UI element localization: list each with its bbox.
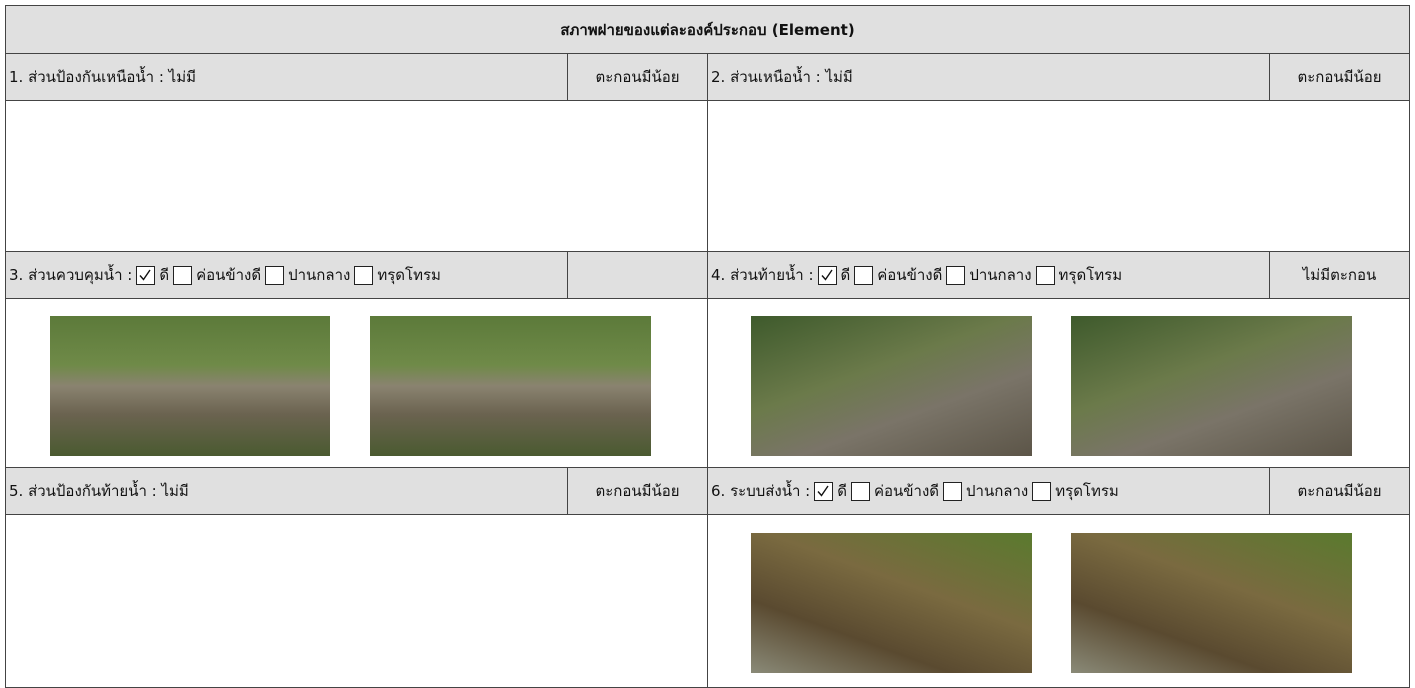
content-cell (5, 514, 708, 688)
status-cell: ตะกอนมีน้อย (1269, 467, 1410, 515)
checkbox (173, 265, 193, 285)
option-label: ปานกลาง (969, 266, 1032, 284)
photo (50, 316, 330, 456)
checkbox (136, 265, 156, 285)
section-header: 6. ระบบส่งน้ำ : ดี ค่อนข้างดี ปานกลาง ทรุดโท… (707, 467, 1270, 515)
section-label: 2. ส่วนเหนือน้ำ : ไม่มี (711, 68, 853, 86)
checkbox (265, 265, 285, 285)
section-label: 5. ส่วนป้องกันท้ายน้ำ : ไม่มี (9, 482, 189, 500)
photo (370, 316, 651, 456)
checkbox (854, 265, 874, 285)
section-header: 4. ส่วนท้ายน้ำ : ดี ค่อนข้างดี ปานกลาง ทรุดโ… (707, 251, 1270, 299)
checkbox (943, 481, 963, 501)
option-label: ค่อนข้างดี (196, 266, 262, 284)
checkbox (946, 265, 966, 285)
status-cell: ไม่มีตะกอน (1269, 251, 1410, 299)
section-label: 6. ระบบส่งน้ำ : (711, 482, 811, 500)
check-mark (820, 269, 833, 281)
checkbox (1032, 481, 1052, 501)
photo (1071, 533, 1352, 673)
photo (751, 316, 1032, 456)
checkbox (1035, 265, 1055, 285)
check-mark (139, 269, 151, 281)
checkbox (850, 481, 870, 501)
option-label: ทรุดโทรม (1055, 482, 1119, 500)
content-cell (707, 100, 1410, 252)
option-label: ปานกลาง (288, 266, 351, 284)
section-header: 3. ส่วนควบคุมน้ำ : ดี ค่อนข้างดี ปานกลาง ทรุ… (5, 251, 568, 299)
section-header: 2. ส่วนเหนือน้ำ : ไม่มี (707, 53, 1270, 101)
status-cell: ตะกอนมีน้อย (567, 467, 708, 515)
checkbox (814, 481, 834, 501)
section-label: 4. ส่วนท้ายน้ำ : (711, 266, 814, 284)
section-header: 1. ส่วนป้องกันเหนือน้ำ : ไม่มี (5, 53, 568, 101)
section-label: 1. ส่วนป้องกันเหนือน้ำ : ไม่มี (9, 68, 196, 86)
option-label: ค่อนข้างดี (873, 482, 940, 500)
option-label: ค่อนข้างดี (877, 266, 943, 284)
option-label: ดี (159, 266, 170, 284)
section-label: 3. ส่วนควบคุมน้ำ : (9, 266, 133, 284)
option-label: ทรุดโทรม (1058, 266, 1123, 284)
checkbox (354, 265, 374, 285)
section-header: 5. ส่วนป้องกันท้ายน้ำ : ไม่มี (5, 467, 568, 515)
table-title: สภาพฝายของแต่ละองค์ประกอบ (Element) (5, 5, 1410, 54)
photo (751, 533, 1032, 673)
photo (1071, 316, 1352, 456)
option-label: ปานกลาง (966, 482, 1029, 500)
option-label: ดี (840, 266, 851, 284)
content-cell (5, 100, 708, 252)
option-label: ดี (837, 482, 847, 500)
status-cell (567, 251, 708, 299)
checkbox (817, 265, 837, 285)
status-cell: ตะกอนมีน้อย (1269, 53, 1410, 101)
check-mark (817, 485, 829, 497)
option-label: ทรุดโทรม (377, 266, 441, 284)
status-cell: ตะกอนมีน้อย (567, 53, 708, 101)
